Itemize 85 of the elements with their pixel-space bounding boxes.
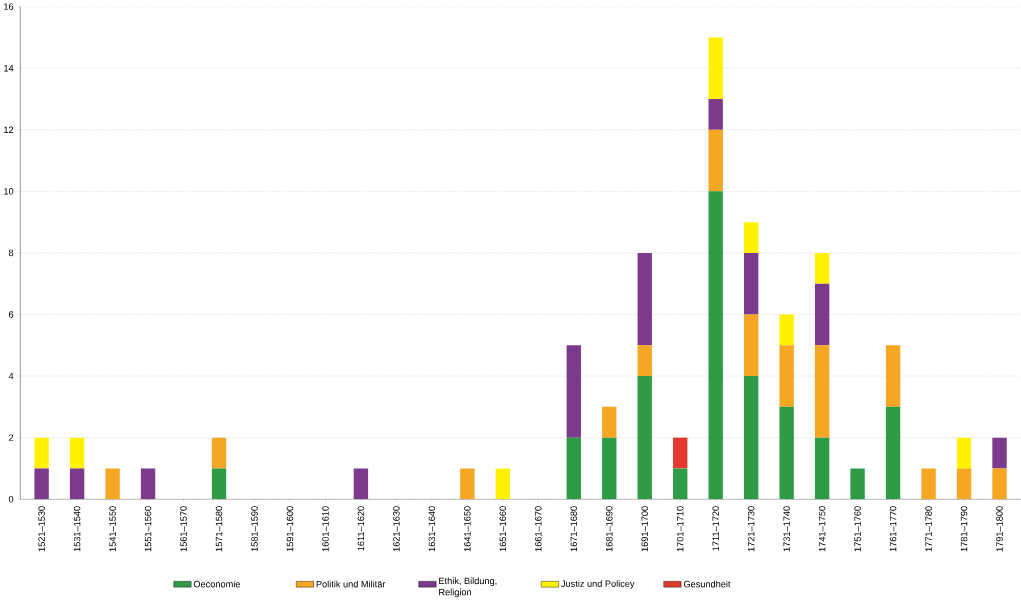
x-tick-label: 1781–1790 (960, 506, 968, 552)
bar (708, 129, 723, 192)
bar (779, 345, 794, 407)
x-tick-label: 1651–1660 (499, 506, 507, 552)
bar (743, 314, 759, 376)
bar (34, 468, 49, 499)
bar (637, 375, 652, 499)
legend-label: Gesundheit (683, 580, 731, 588)
bar (34, 437, 49, 469)
bar (956, 437, 972, 469)
x-tick-label: 1671–1680 (570, 506, 578, 552)
bar (921, 468, 936, 499)
x-tick-label: 1631–1640 (428, 506, 436, 552)
bar (992, 468, 1007, 499)
bar (708, 191, 723, 499)
bar (353, 468, 369, 499)
bar (779, 314, 794, 346)
bar (69, 437, 85, 469)
x-tick-label: 1731–1740 (783, 506, 790, 552)
x-tick-label: 1741–1750 (818, 506, 826, 552)
bar (105, 468, 120, 499)
y-tick-label: 6 (8, 311, 14, 318)
x-tick-label: 1751–1760 (854, 506, 861, 552)
y-tick-label: 10 (4, 187, 14, 195)
x-tick-label: 1721–1730 (747, 506, 755, 552)
bar (602, 437, 617, 499)
x-tick-label: 1571–1580 (215, 506, 223, 552)
x-tick-label: 1581–1590 (251, 506, 258, 552)
bar (495, 468, 511, 499)
bar (956, 468, 972, 499)
y-tick-label: 8 (8, 249, 14, 256)
bar (69, 468, 85, 499)
y-tick-label: 14 (4, 64, 14, 72)
bar (814, 437, 830, 499)
bar (743, 252, 759, 315)
bar (814, 252, 830, 284)
x-tick-label: 1541–1550 (109, 506, 116, 552)
bar (211, 437, 227, 469)
bar (779, 406, 794, 499)
bar (673, 437, 688, 469)
x-tick-label: 1681–1690 (606, 506, 613, 552)
x-tick-label: 1621–1630 (393, 506, 400, 552)
x-tick-label: 1601–1610 (322, 506, 329, 552)
bar (460, 468, 475, 499)
x-tick-label: 1661–1670 (535, 506, 542, 552)
y-tick-label: 2 (8, 434, 14, 441)
bar (602, 406, 617, 438)
x-tick-label: 1761–1770 (889, 506, 897, 552)
bar (992, 437, 1007, 469)
bar (850, 468, 865, 499)
bar (743, 375, 759, 499)
x-tick-label: 1521–1530 (38, 506, 45, 552)
bar (814, 283, 830, 346)
x-tick-label: 1691–1700 (641, 506, 649, 552)
y-tick-label: 12 (4, 126, 14, 133)
legend-label: Justiz und Policey (561, 579, 635, 589)
bar (885, 345, 901, 407)
x-tick-label: 1531–1540 (73, 506, 81, 552)
x-tick-label: 1711–1720 (712, 506, 719, 551)
bar (637, 345, 652, 376)
legend-label: Politik und Militär (316, 580, 386, 588)
x-tick-label: 1701–1710 (676, 506, 684, 552)
y-tick-label: 0 (8, 495, 14, 503)
x-tick-label: 1641–1650 (464, 506, 471, 552)
bar (566, 345, 581, 438)
bar (814, 345, 830, 438)
legend-label: Oeconomie (193, 580, 241, 588)
bar (708, 37, 723, 99)
legend-label: Ethik, Bildung, Religion (439, 577, 497, 597)
bar (637, 252, 652, 346)
bar (140, 468, 156, 499)
bar (566, 437, 581, 499)
bar (673, 468, 688, 499)
x-tick-label: 1591–1600 (286, 506, 294, 552)
bar (708, 98, 723, 130)
x-tick-label: 1561–1570 (180, 506, 187, 552)
bar (743, 221, 759, 253)
bar (211, 468, 227, 499)
y-tick-label: 16 (4, 3, 14, 10)
x-tick-label: 1611–1620 (357, 506, 365, 551)
y-tick-label: 4 (8, 372, 14, 380)
x-tick-label: 1791–1800 (996, 506, 1003, 552)
bar (885, 406, 901, 499)
x-tick-label: 1551–1560 (144, 506, 152, 552)
x-tick-label: 1771–1780 (925, 506, 932, 552)
